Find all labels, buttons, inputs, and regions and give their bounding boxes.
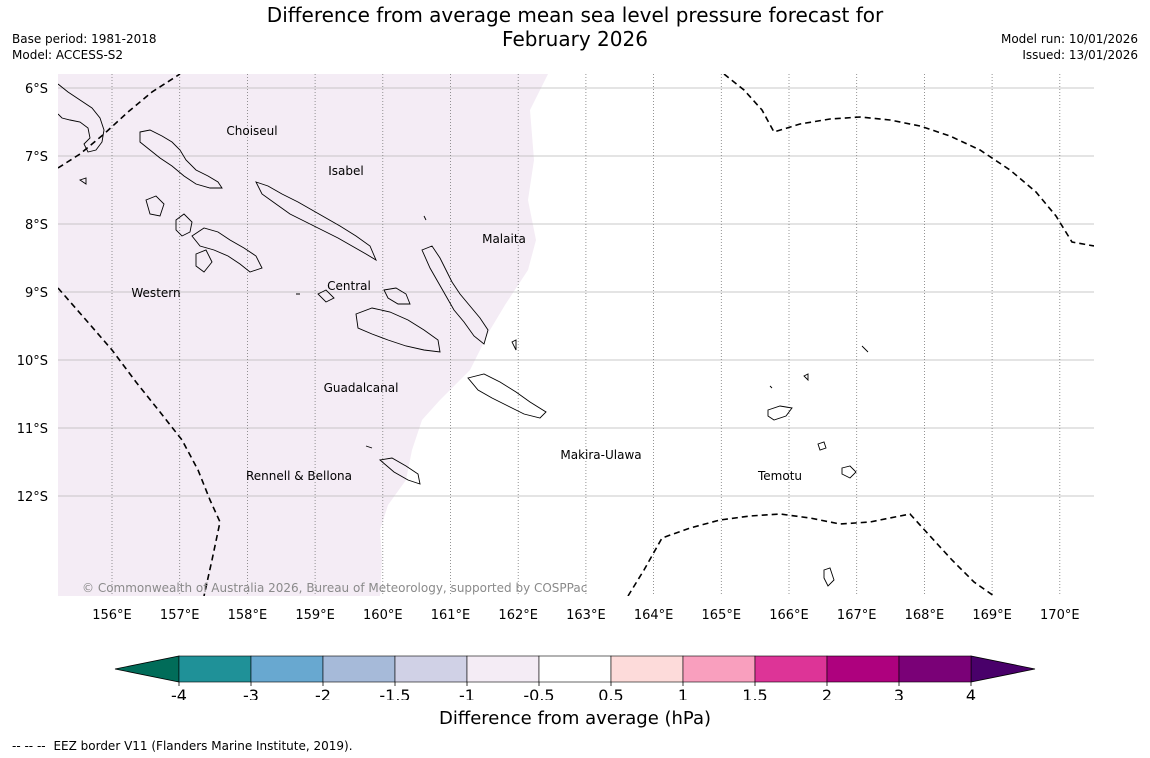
- anomaly-region: [58, 74, 548, 596]
- longitude-label: 168°E: [905, 608, 945, 623]
- colorbar-tick-label: -1: [459, 686, 475, 700]
- colorbar-tick-label: 1.5: [742, 686, 767, 700]
- vanikoro-coast: [841, 465, 857, 479]
- eez-legend-text: EEZ border V11 (Flanders Marine Institut…: [53, 739, 353, 753]
- province-label: Malaita: [482, 232, 526, 246]
- copyright-text: © Commonwealth of Australia 2026, Bureau…: [82, 581, 587, 595]
- colorbar-segment: [322, 655, 396, 683]
- colorbar-segment: [826, 655, 900, 683]
- colorbar-tick-label: -3: [243, 686, 259, 700]
- rennell-coast: [378, 457, 421, 485]
- run-info: Model run: 10/01/2026 Issued: 13/01/2026: [1001, 31, 1138, 63]
- latitude-gridlines: [58, 87, 1094, 497]
- coastlines: [58, 83, 869, 587]
- new-georgia-coast: [175, 213, 263, 273]
- isabel-coast: [255, 181, 377, 262]
- eez-border-northeast: [723, 74, 1094, 247]
- small-islands: [78, 177, 869, 587]
- latitude-label: 7°S: [25, 150, 48, 165]
- province-label: Temotu: [757, 469, 802, 483]
- colorbar-segment: [250, 655, 324, 683]
- colorbar-tick-label: 1: [678, 686, 688, 700]
- longitude-label: 161°E: [431, 608, 471, 623]
- colorbar-segment: [538, 655, 612, 683]
- longitude-labels: 156°E 157°E 158°E 159°E 160°E 161°E 162°E 163°E…: [92, 608, 1079, 623]
- base-period: Base period: 1981-2018: [12, 32, 157, 46]
- eez-legend-symbol: -- -- --: [12, 739, 46, 753]
- florida-islands-coast: [383, 287, 411, 305]
- eez-border-northwest: [58, 74, 181, 169]
- choiseul-coast: [139, 129, 223, 189]
- latitude-labels: 6°S 7°S 8°S 9°S 10°S 11°S 12°S: [17, 82, 48, 505]
- colorbar-segment: [610, 655, 684, 683]
- guadalcanal-coast: [355, 307, 441, 353]
- longitude-label: 158°E: [228, 608, 268, 623]
- latitude-label: 11°S: [17, 422, 48, 437]
- gizo-coast: [195, 249, 213, 273]
- colorbar-tick-label: 0.5: [598, 686, 623, 700]
- province-label: Guadalcanal: [324, 381, 399, 395]
- latitude-label: 6°S: [25, 82, 48, 97]
- longitude-label: 162°E: [498, 608, 538, 623]
- latitude-label: 10°S: [17, 354, 48, 369]
- colorbar-tick-label: -2: [315, 686, 331, 700]
- colorbar-segment: [466, 655, 540, 683]
- title-line-2: February 2026: [502, 27, 648, 51]
- colorbar-tick-label: -0.5: [523, 686, 554, 700]
- province-label: Rennell & Bellona: [246, 469, 352, 483]
- latitude-label: 12°S: [17, 490, 48, 505]
- makira-coast: [467, 373, 547, 419]
- longitude-label: 164°E: [634, 608, 674, 623]
- province-label: Isabel: [328, 164, 363, 178]
- model-info: Base period: 1981-2018 Model: ACCESS-S2: [12, 31, 157, 63]
- colorbar: -4 -3 -2 -1.5 -1 -0.5 0.5 1 1.5 2 3 4: [114, 655, 1036, 700]
- province-label: Western: [131, 286, 180, 300]
- vella-lavella-coast: [145, 195, 165, 217]
- colorbar-low-extension: [114, 655, 180, 683]
- bougainville-coast: [58, 83, 105, 153]
- colorbar-tick-label: -1.5: [379, 686, 410, 700]
- colorbar-tick-label: -4: [171, 686, 187, 700]
- longitude-label: 166°E: [769, 608, 809, 623]
- longitude-label: 159°E: [295, 608, 335, 623]
- longitude-label: 169°E: [972, 608, 1012, 623]
- province-label: Choiseul: [226, 124, 277, 138]
- santa-cruz-coast: [767, 405, 793, 421]
- legend-footnote: -- -- -- EEZ border V11 (Flanders Marine…: [12, 739, 353, 753]
- province-label: Makira-Ulawa: [560, 448, 641, 462]
- colorbar-segment: [898, 655, 972, 683]
- colorbar-segment: [682, 655, 756, 683]
- colorbar-segment: [754, 655, 828, 683]
- longitude-gridlines: [111, 74, 1061, 596]
- colorbar-tick-label: 4: [966, 686, 976, 700]
- issued-date: Issued: 13/01/2026: [1022, 48, 1138, 62]
- longitude-label: 160°E: [363, 608, 403, 623]
- province-labels: Choiseul Isabel Malaita Western Central Guada…: [131, 124, 802, 483]
- malaita-coast: [421, 245, 489, 345]
- colorbar-segment: [394, 655, 468, 683]
- latitude-label: 9°S: [25, 286, 48, 301]
- colorbar-segment: [178, 655, 252, 683]
- colorbar-tick-label: 2: [822, 686, 832, 700]
- longitude-label: 170°E: [1040, 608, 1080, 623]
- model-name: Model: ACCESS-S2: [12, 48, 124, 62]
- russell-islands-coast: [317, 289, 335, 303]
- colorbar-high-extension: [970, 655, 1036, 683]
- colorbar-label: Difference from average (hPa): [438, 708, 712, 729]
- longitude-label: 157°E: [160, 608, 200, 623]
- longitude-label: 167°E: [837, 608, 877, 623]
- longitude-label: 165°E: [702, 608, 742, 623]
- longitude-label: 156°E: [92, 608, 132, 623]
- eez-border-south: [627, 513, 995, 596]
- map-figure: 6°S 7°S 8°S 9°S 10°S 11°S 12°S 156°E 157°E 158°E…: [17, 74, 1094, 700]
- model-run: Model run: 10/01/2026: [1000, 32, 1138, 46]
- chart-title: Difference from average mean sea level p…: [250, 3, 900, 51]
- latitude-label: 8°S: [25, 218, 48, 233]
- eez-borders: [58, 74, 1094, 596]
- province-label: Central: [327, 279, 371, 293]
- colorbar-tick-label: 3: [894, 686, 904, 700]
- title-line-1: Difference from average mean sea level p…: [266, 3, 884, 27]
- longitude-label: 163°E: [566, 608, 606, 623]
